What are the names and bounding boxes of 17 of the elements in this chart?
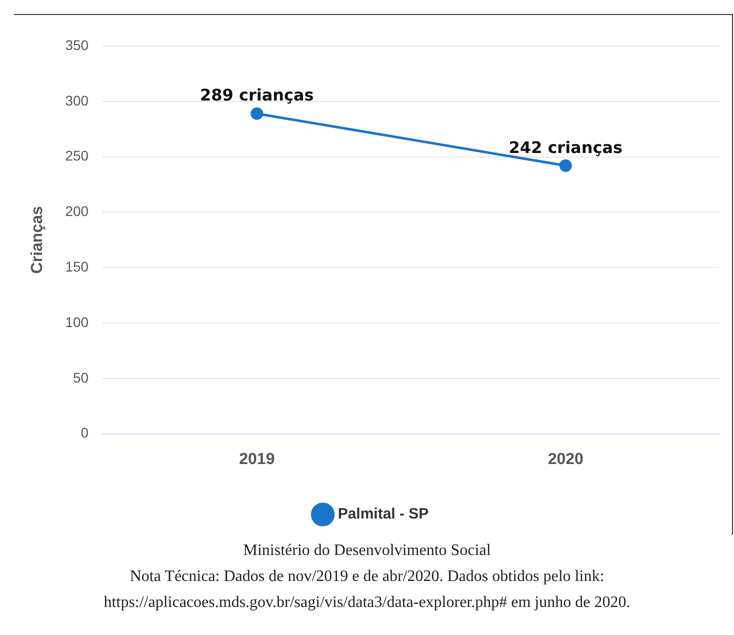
y-axis-title: Crianças: [29, 206, 46, 274]
y-tick-label: 200: [65, 203, 89, 220]
y-tick-label: 0: [80, 424, 89, 441]
y-tick-label: 350: [65, 36, 89, 53]
y-tick-label: 300: [65, 92, 89, 108]
y-tick-label: 150: [65, 258, 89, 274]
x-tick-label: 2019: [239, 450, 275, 468]
data-label: 242 crianças: [508, 138, 623, 157]
y-tick-label: 100: [65, 314, 89, 330]
y-tick-label: 50: [72, 369, 89, 386]
text: Nota Técnica: Dados de nov/2019 e de abr/2020. Dados obtidos pelo link:: [128, 567, 606, 587]
text: https://aplicacoes.mds.gov.br/sagi/vis/data3/data-explorer.php# em junho de 2020.: [102, 593, 632, 613]
y-tick-label: 250: [65, 148, 89, 164]
text: Ministério do Desenvolvimento Social: [242, 541, 492, 561]
legend-label: Palmital - SP: [338, 506, 429, 523]
data-label: 289 crianças: [200, 86, 314, 105]
x-tick-label: 2020: [548, 450, 584, 468]
